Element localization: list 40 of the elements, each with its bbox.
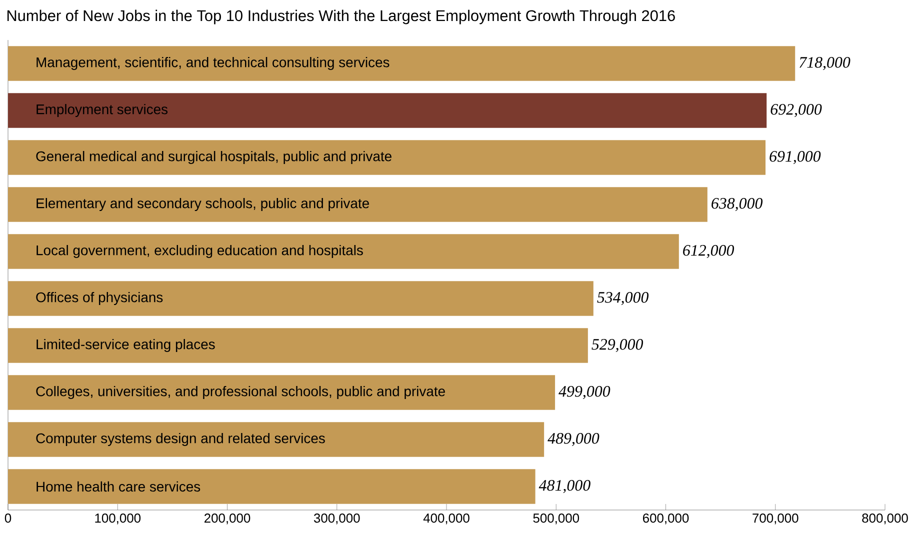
y-tick-label: Home health care services bbox=[36, 481, 200, 492]
y-tick-label: Management, scientific, and technical consulting services bbox=[36, 57, 390, 70]
bar bbox=[8, 187, 708, 222]
x-tick-label: 400,000 bbox=[423, 514, 470, 524]
bar bbox=[8, 140, 766, 175]
bar bbox=[8, 281, 594, 316]
bar bbox=[8, 375, 556, 410]
y-tick-label: Local government, excluding education and hospitals bbox=[36, 245, 363, 258]
x-tick-label: 0 bbox=[4, 514, 12, 523]
y-tick-label: Colleges, universities, and professional schools, public and private bbox=[36, 386, 445, 400]
data-label: 489,000 bbox=[548, 432, 600, 446]
data-label: 481,000 bbox=[538, 480, 590, 494]
bar bbox=[8, 93, 767, 128]
bar bbox=[8, 234, 679, 269]
data-label: 529,000 bbox=[592, 338, 644, 352]
y-tick-label: Offices of physicians bbox=[36, 292, 163, 306]
x-tick-label: 200,000 bbox=[204, 514, 250, 524]
data-label: 691,000 bbox=[770, 150, 821, 164]
data-label: 534,000 bbox=[597, 292, 649, 306]
x-tick-label: 300,000 bbox=[314, 514, 360, 524]
chart-title: Number of New Jobs in the Top 10 Industries With the Largest Employment Growth Through 2016 bbox=[7, 10, 675, 24]
data-label: 638,000 bbox=[712, 198, 763, 212]
data-label: 612,000 bbox=[683, 244, 734, 258]
y-tick-label: Elementary and secondary schools, public and private bbox=[36, 198, 369, 212]
data-label: 718,000 bbox=[800, 56, 850, 70]
y-tick-label: Computer systems design and related services bbox=[36, 433, 325, 446]
y-tick-label: Employment services bbox=[36, 104, 168, 118]
x-tick-label: 600,000 bbox=[643, 514, 689, 524]
y-tick-label: Limited-service eating places bbox=[36, 339, 215, 352]
y-tick-label: General medical and surgical hospitals, public and private bbox=[36, 151, 392, 164]
x-tick-label: 500,000 bbox=[533, 514, 580, 524]
data-label: 692,000 bbox=[770, 104, 822, 118]
data-label: 499,000 bbox=[558, 386, 610, 400]
bar bbox=[8, 46, 796, 81]
bar bbox=[8, 328, 588, 363]
bar bbox=[8, 469, 536, 504]
x-tick-label: 100,000 bbox=[95, 514, 141, 524]
bar bbox=[8, 422, 544, 457]
x-tick-label: 700,000 bbox=[752, 514, 798, 524]
x-tick-label: 800,000 bbox=[862, 514, 908, 524]
